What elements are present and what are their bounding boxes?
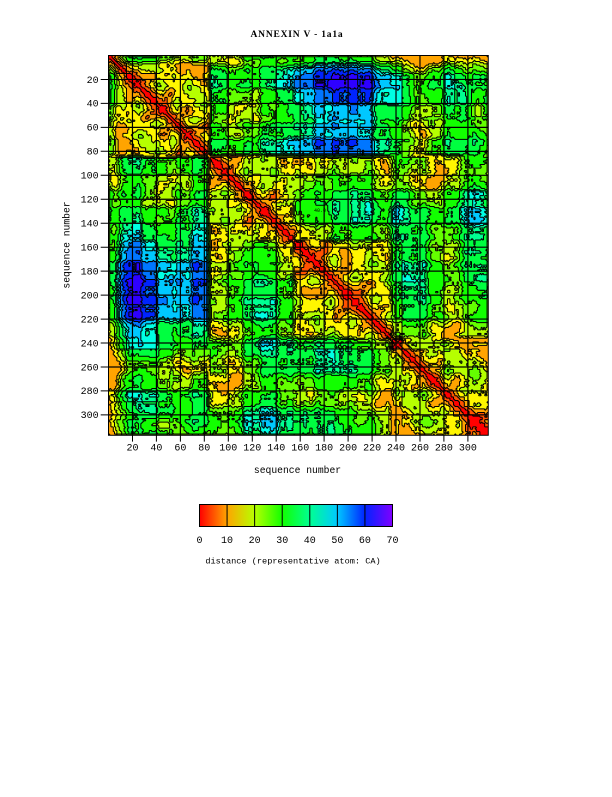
svg-text:30.0: 30.0 (306, 317, 318, 323)
svg-text:100: 100 (219, 443, 237, 454)
svg-text:60: 60 (359, 536, 371, 547)
svg-text:220: 220 (363, 443, 381, 454)
svg-text:ANNEXIN V - 1a1a: ANNEXIN V - 1a1a (251, 30, 344, 40)
svg-text:60: 60 (87, 124, 99, 135)
svg-text:sequence number: sequence number (62, 201, 73, 288)
svg-text:260: 260 (81, 363, 99, 374)
svg-text:100: 100 (81, 172, 99, 183)
svg-text:35.0: 35.0 (363, 211, 375, 217)
svg-text:45.0: 45.0 (180, 259, 192, 265)
svg-text:distance (representative atom:: distance (representative atom: CA) (205, 557, 380, 567)
svg-text:160: 160 (291, 443, 309, 454)
svg-text:60: 60 (174, 443, 186, 454)
svg-text:80: 80 (198, 443, 210, 454)
svg-text:280: 280 (81, 387, 99, 398)
svg-text:140: 140 (267, 443, 285, 454)
svg-text:40.0: 40.0 (314, 208, 326, 214)
svg-text:30: 30 (276, 536, 288, 547)
svg-text:220: 220 (81, 315, 99, 326)
svg-text:260: 260 (411, 443, 429, 454)
svg-text:40: 40 (150, 443, 162, 454)
svg-text:300: 300 (81, 411, 99, 422)
svg-text:10: 10 (221, 536, 233, 547)
svg-text:160: 160 (81, 244, 99, 255)
svg-text:20: 20 (87, 76, 99, 87)
svg-text:240: 240 (81, 339, 99, 350)
svg-text:200: 200 (81, 291, 99, 302)
svg-text:120: 120 (243, 443, 261, 454)
svg-text:50: 50 (331, 536, 343, 547)
svg-text:180: 180 (315, 443, 333, 454)
svg-text:120: 120 (81, 196, 99, 207)
svg-text:300: 300 (459, 443, 477, 454)
svg-text:40: 40 (304, 536, 316, 547)
svg-text:200: 200 (339, 443, 357, 454)
svg-text:40: 40 (87, 100, 99, 111)
svg-text:40.0: 40.0 (225, 328, 237, 334)
svg-text:sequence number: sequence number (254, 465, 341, 476)
svg-text:20: 20 (249, 536, 261, 547)
svg-text:180: 180 (81, 267, 99, 278)
svg-text:70: 70 (386, 536, 398, 547)
svg-text:80: 80 (87, 148, 99, 159)
svg-text:20: 20 (126, 443, 138, 454)
svg-text:240: 240 (387, 443, 405, 454)
svg-text:0: 0 (196, 536, 202, 547)
svg-text:140: 140 (81, 220, 99, 231)
svg-text:30.0: 30.0 (415, 348, 427, 354)
svg-text:280: 280 (435, 443, 453, 454)
